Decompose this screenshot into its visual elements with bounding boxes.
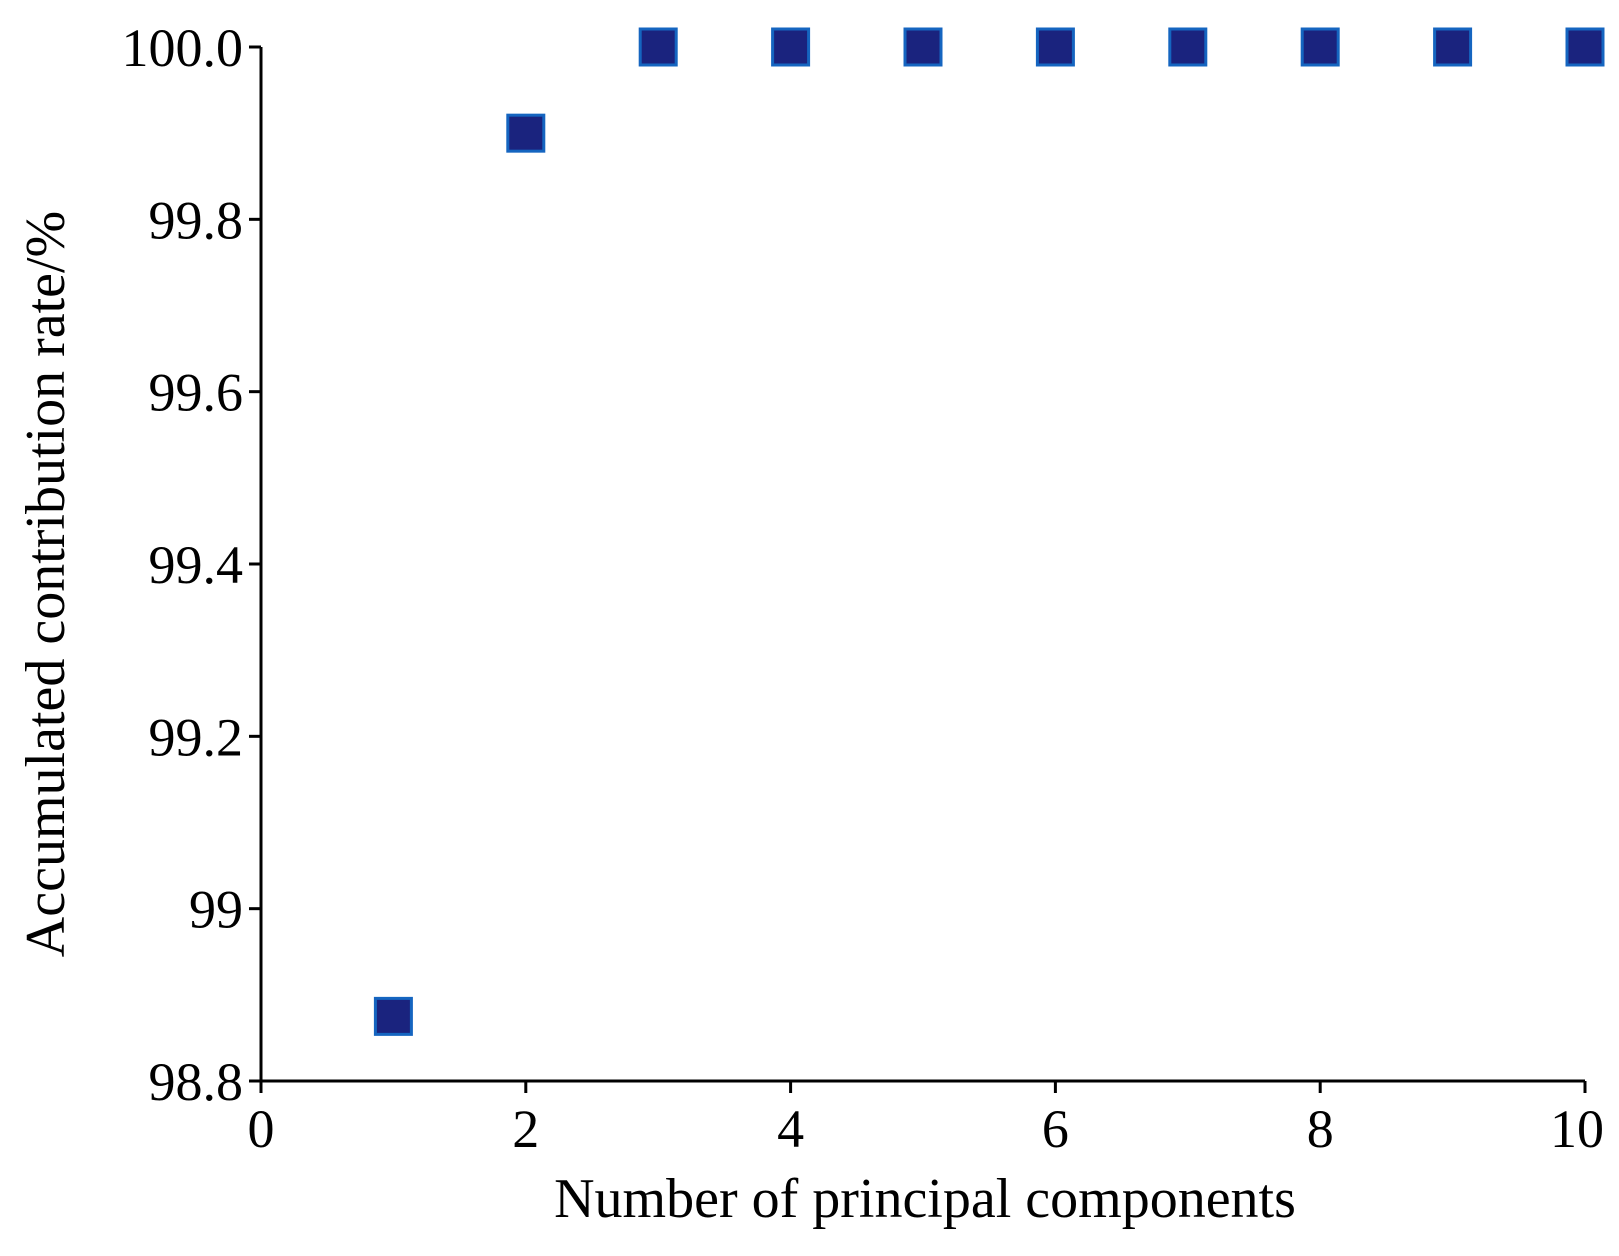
data-point	[638, 27, 678, 67]
data-point	[1433, 27, 1473, 67]
data-point	[1035, 27, 1075, 67]
x-axis-title: Number of principal components	[554, 1168, 1296, 1230]
y-tick-label: 99.6	[149, 363, 244, 423]
x-axis: 0 2 4 6 8 10	[248, 1079, 1604, 1159]
x-tick-label: 10	[1550, 1099, 1604, 1159]
y-axis: 98.8 99 99.2 99.4 99.6 99.8 100.0	[122, 18, 263, 1112]
y-tick-label: 100.0	[122, 18, 244, 78]
x-tick-label: 8	[1307, 1099, 1334, 1159]
y-tick-label: 99.8	[149, 190, 244, 250]
y-tick-label: 99	[189, 880, 243, 940]
y-tick-label: 99.2	[149, 707, 244, 767]
x-tick-label: 4	[777, 1099, 804, 1159]
data-point	[903, 27, 943, 67]
data-point	[1300, 27, 1340, 67]
y-axis-title: Accumulated contribution rate/%	[15, 211, 77, 957]
y-tick-label: 98.8	[149, 1052, 244, 1112]
data-points	[373, 27, 1605, 1036]
data-point	[506, 113, 546, 153]
data-point	[1565, 27, 1605, 67]
data-point	[373, 996, 413, 1036]
data-point	[771, 27, 811, 67]
x-tick-label: 0	[248, 1099, 275, 1159]
x-tick-label: 6	[1042, 1099, 1069, 1159]
y-tick-label: 99.4	[149, 535, 244, 595]
data-point	[1168, 27, 1208, 67]
x-tick-label: 2	[512, 1099, 539, 1159]
